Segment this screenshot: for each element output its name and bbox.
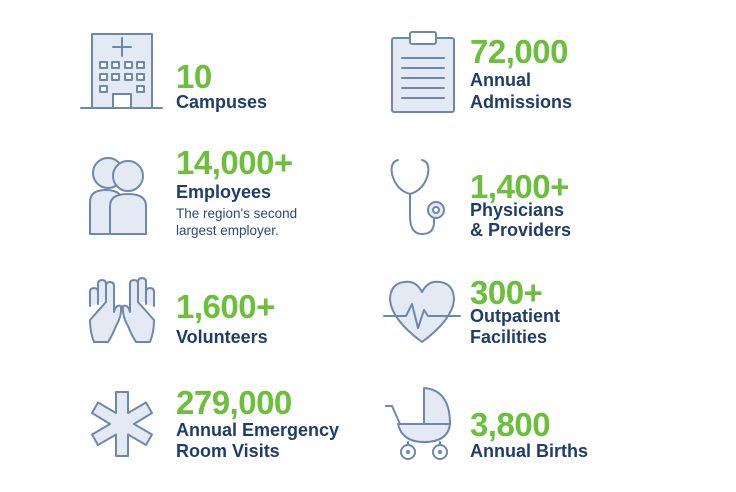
stat-number: 300+ bbox=[470, 274, 543, 311]
stat-subtext: largest employer. bbox=[176, 223, 279, 238]
stat-number: 72,000 bbox=[470, 33, 568, 70]
stat-number: 1,400+ bbox=[470, 168, 569, 205]
people-icon bbox=[86, 156, 156, 236]
stat-label: Facilities bbox=[470, 327, 548, 347]
baby-carriage-icon bbox=[384, 384, 460, 462]
stethoscope-icon bbox=[388, 156, 458, 240]
stat-number: 14,000+ bbox=[176, 144, 293, 181]
raised-hands-icon bbox=[84, 272, 160, 348]
stat-subtext: The region's second bbox=[176, 206, 298, 221]
stat-label: Annual bbox=[470, 70, 531, 90]
hospital-icon bbox=[78, 26, 164, 112]
stat-number: 1,600+ bbox=[176, 288, 275, 325]
stat-label: Outpatient bbox=[470, 306, 560, 326]
stat-label: Room Visits bbox=[176, 441, 280, 461]
stat-label: Campuses bbox=[176, 92, 268, 112]
stat-label: Volunteers bbox=[176, 327, 268, 347]
star-of-life-icon bbox=[86, 388, 158, 460]
stat-number: 3,800 bbox=[470, 406, 551, 443]
stat-label: Employees bbox=[176, 182, 272, 202]
stat-label: Admissions bbox=[470, 92, 573, 112]
stat-number: 10 bbox=[176, 58, 212, 95]
stat-label: Annual Emergency bbox=[176, 420, 340, 440]
clipboard-icon bbox=[388, 30, 458, 114]
stat-number: 279,000 bbox=[176, 384, 292, 421]
heart-pulse-icon bbox=[382, 276, 462, 348]
stat-label: & Providers bbox=[470, 220, 572, 240]
stat-label: Annual Births bbox=[470, 441, 589, 461]
stat-label: Physicians bbox=[470, 200, 565, 220]
